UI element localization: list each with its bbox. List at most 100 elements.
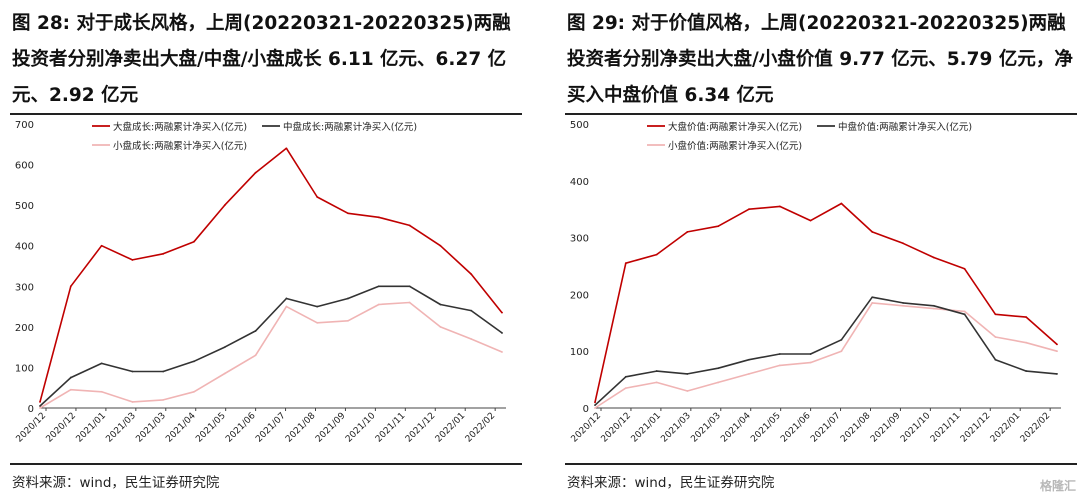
- left-source-note: 资料来源：wind，民生证券研究院: [12, 475, 220, 491]
- legend-label: 小盘成长:两融累计净买入(亿元): [113, 140, 247, 152]
- x-tick-label: 2021/03: [689, 411, 723, 445]
- y-tick-label: 600: [15, 161, 34, 172]
- data-point: [748, 358, 750, 361]
- data-point: [840, 338, 843, 341]
- data-point: [254, 354, 257, 357]
- series-line-0: [594, 202, 1058, 403]
- x-tick-label: 2022/01: [434, 411, 468, 445]
- data-point: [193, 390, 195, 393]
- data-point: [316, 305, 319, 308]
- data-point: [624, 262, 627, 265]
- series-line-2: [594, 302, 1058, 409]
- x-tick-label: 2021/04: [164, 411, 198, 445]
- data-point: [994, 313, 997, 316]
- data-point: [39, 401, 41, 403]
- data-point: [902, 304, 904, 307]
- data-point: [501, 311, 503, 314]
- x-tick-label: 2021/01: [74, 411, 108, 445]
- data-point: [100, 244, 103, 247]
- data-point: [686, 390, 689, 392]
- data-point: [377, 285, 380, 288]
- data-point: [963, 267, 966, 270]
- left-figure-panel: 图 28: 对于成长风格，上周(20220321-20220325)两融投资者分…: [0, 0, 530, 497]
- data-point: [594, 407, 596, 409]
- y-tick-label: 500: [570, 120, 589, 131]
- data-point: [902, 242, 904, 245]
- left-line-chart: 01002003004005006007002020/122020/122021…: [15, 120, 506, 445]
- x-tick-label: 2020/12: [570, 411, 604, 445]
- right-source-rule: [565, 463, 1077, 465]
- data-point: [1025, 370, 1028, 372]
- x-tick-label: 2021/06: [224, 411, 258, 445]
- data-point: [39, 407, 41, 409]
- y-tick-label: 0: [583, 404, 589, 415]
- x-tick-label: 2021/04: [719, 411, 753, 445]
- data-point: [439, 303, 442, 306]
- data-point: [69, 388, 72, 391]
- data-point: [162, 252, 165, 255]
- legend-label: 小盘价值:两融累计净买入(亿元): [668, 140, 802, 152]
- data-point: [655, 381, 658, 384]
- data-point: [254, 330, 257, 332]
- data-point: [655, 370, 658, 372]
- left-title-rule: [10, 113, 522, 115]
- series-line-2: [39, 301, 503, 409]
- data-point: [100, 390, 103, 393]
- y-tick-label: 100: [570, 347, 589, 358]
- data-point: [963, 313, 966, 316]
- series-line-1: [594, 296, 1058, 406]
- y-tick-label: 200: [15, 323, 34, 334]
- series-line-1: [39, 285, 503, 407]
- data-point: [1025, 316, 1028, 319]
- data-point: [131, 401, 134, 403]
- data-point: [439, 244, 442, 247]
- x-tick-label: 2021/07: [254, 411, 288, 445]
- data-point: [470, 309, 473, 312]
- data-point: [377, 303, 380, 306]
- data-point: [932, 307, 935, 310]
- data-point: [501, 351, 503, 353]
- data-point: [285, 305, 288, 308]
- left-source-rule: [10, 463, 522, 465]
- data-point: [963, 310, 966, 313]
- data-point: [69, 376, 72, 379]
- data-point: [809, 361, 812, 364]
- x-tick-label: 2021/11: [374, 411, 408, 445]
- x-tick-label: 2020/12: [15, 411, 49, 445]
- data-point: [408, 224, 411, 227]
- data-point: [316, 196, 319, 198]
- data-point: [470, 273, 473, 276]
- data-point: [686, 231, 689, 233]
- data-point: [624, 375, 627, 378]
- data-point: [686, 373, 689, 375]
- y-tick-label: 500: [15, 201, 34, 212]
- x-tick-label: 2021/05: [749, 411, 783, 445]
- y-tick-label: 300: [570, 234, 589, 245]
- data-point: [254, 171, 257, 174]
- data-point: [994, 358, 997, 361]
- x-tick-label: 2021/08: [284, 411, 318, 445]
- data-point: [840, 202, 843, 205]
- data-point: [809, 353, 812, 355]
- x-tick-label: 2021/12: [404, 411, 438, 445]
- data-point: [100, 362, 103, 365]
- data-point: [470, 338, 473, 340]
- data-point: [594, 401, 596, 404]
- data-point: [717, 367, 720, 370]
- x-tick-label: 2022/02: [1019, 411, 1053, 445]
- right-figure-title: 图 29: 对于价值风格，上周(20220321-20220325)两融投资者分…: [567, 13, 1073, 106]
- x-tick-label: 2021/10: [344, 411, 378, 445]
- data-point: [932, 304, 935, 307]
- data-point: [223, 346, 226, 349]
- data-point: [408, 285, 411, 288]
- legend-label: 中盘成长:两融累计净买入(亿元): [283, 121, 417, 133]
- y-tick-label: 400: [15, 242, 34, 253]
- data-point: [871, 296, 874, 299]
- data-point: [809, 219, 812, 222]
- data-point: [223, 204, 226, 207]
- data-point: [131, 370, 134, 373]
- data-point: [902, 302, 904, 304]
- y-tick-label: 400: [570, 177, 589, 188]
- data-point: [347, 212, 349, 215]
- data-point: [285, 297, 288, 300]
